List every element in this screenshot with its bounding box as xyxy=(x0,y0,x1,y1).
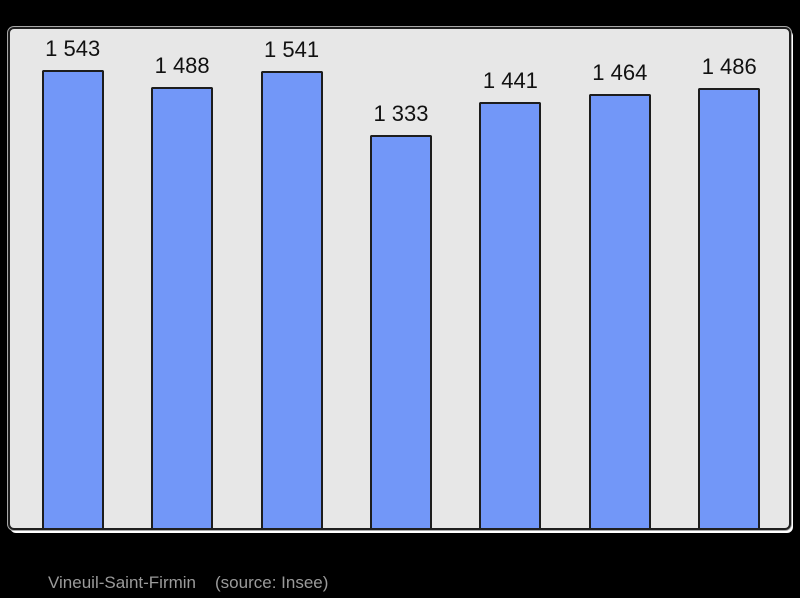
caption-source: (source: Insee) xyxy=(215,573,329,592)
chart-caption: Vineuil-Saint-Firmin (source: Insee) xyxy=(48,573,328,593)
bar-column: 1 488 xyxy=(127,29,236,528)
bar-value-label: 1 541 xyxy=(264,37,320,62)
bar xyxy=(479,102,542,528)
bar xyxy=(260,71,323,528)
bar-chart: 1 543 1 488 1 541 1 333 1 441 1 464 1 486 xyxy=(10,29,789,528)
bar-column: 1 441 xyxy=(456,29,565,528)
bar-value-label: 1 488 xyxy=(154,53,210,78)
bar-column: 1 464 xyxy=(565,29,674,528)
bar xyxy=(369,135,432,528)
bar xyxy=(588,94,651,528)
bar xyxy=(41,70,104,528)
bar xyxy=(698,88,761,528)
bar xyxy=(151,87,214,528)
bar-value-label: 1 441 xyxy=(482,68,538,93)
bar-value-label: 1 333 xyxy=(373,101,429,126)
bar-value-label: 1 464 xyxy=(592,60,648,85)
caption-commune: Vineuil-Saint-Firmin xyxy=(48,573,197,592)
bar-column: 1 543 xyxy=(18,29,127,528)
bar-column: 1 486 xyxy=(675,29,784,528)
chart-panel: 1 543 1 488 1 541 1 333 1 441 1 464 1 486 xyxy=(8,27,791,530)
bar-value-label: 1 543 xyxy=(45,36,101,61)
bar-column: 1 541 xyxy=(237,29,346,528)
bar-value-label: 1 486 xyxy=(701,54,757,79)
bar-column: 1 333 xyxy=(346,29,455,528)
